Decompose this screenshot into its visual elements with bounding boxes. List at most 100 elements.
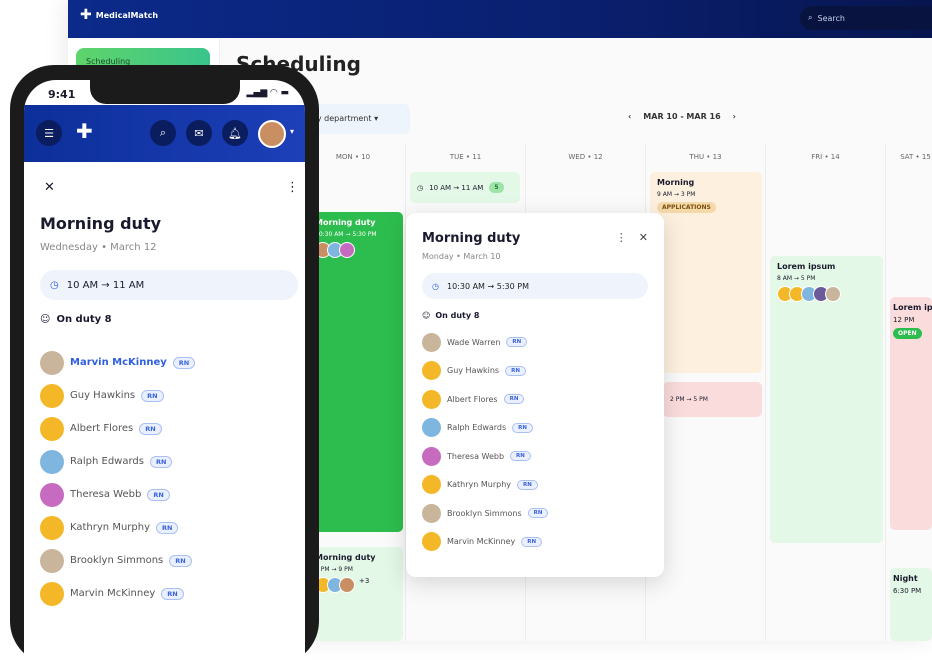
mail-icon[interactable]: ✉ [186,120,212,146]
column-divider [765,145,766,641]
status-icons: ▂▄▆ ◠ ▬ [246,88,289,98]
search-input[interactable]: ⌕ Search [800,6,932,30]
brand-name: MedicalMatch [95,10,159,20]
shift-time: 8 AM → 5 PM [777,275,816,282]
avatar [40,449,64,474]
list-item[interactable]: Guy Hawkins RN [40,379,300,412]
bell-icon[interactable]: 🔔︎ [222,120,248,146]
on-duty-header: ☺ On duty 8 [40,314,112,325]
person-name: Ralph Edwards [70,456,144,467]
shift-mon-second[interactable]: Morning duty 4 PM → 9 PM +3 [308,547,403,641]
avatar [40,548,64,573]
close-icon[interactable]: ✕ [44,180,55,195]
shift-date: Wednesday • March 12 [40,242,157,253]
list-item[interactable]: Marvin McKinney RN [40,346,300,379]
list-item[interactable]: Marvin McKinney RN [40,577,300,610]
avatar [422,503,441,523]
person-name: Guy Hawkins [447,366,500,376]
phone-header: ☰ ✚ ⌕ ✉ 🔔︎ ▾ [24,105,305,162]
next-week-button[interactable]: › [732,112,736,121]
person-name: Kathryn Murphy [70,522,150,533]
person-name: Theresa Webb [447,451,505,461]
time-range: ◷ 10:30 AM → 5:30 PM [422,273,648,299]
role-badge: RN [169,554,192,567]
close-icon[interactable]: ✕ [638,231,648,244]
avatar[interactable] [258,120,286,148]
clock-icon: ◷ [432,281,439,291]
list-item[interactable]: Kathryn Murphy RN [422,471,648,500]
more-options-icon[interactable]: ⋮ [615,231,627,244]
shift-title: Morning duty [315,553,376,562]
avatar-group [777,286,876,302]
shift-time: 10:30 AM → 5:30 PM [315,231,377,238]
search-icon: ⌕ [808,13,813,22]
avatar [422,389,441,409]
shift-title: Night [893,574,918,583]
applications-badge: APPLICATIONS [657,202,716,213]
person-name: Marvin McKinney [70,588,156,599]
date-range: MAR 10 - MAR 16 [643,112,721,121]
list-item[interactable]: Wade Warren RN [422,328,648,357]
avatar [422,475,441,495]
shift-fri[interactable]: Lorem ipsum 8 AM → 5 PM [770,256,883,543]
list-item[interactable]: Theresa Webb RN [422,442,648,471]
shift-mon-morning[interactable]: Morning duty 10:30 AM → 5:30 PM [308,212,403,532]
medical-cross-icon: ✚ [80,7,92,23]
person-name: Guy Hawkins [70,390,136,401]
shift-title: Morning duty [40,214,162,233]
list-item[interactable]: Marvin McKinney RN [422,528,648,557]
avatar [422,446,441,466]
time-range: ◷ 10 AM → 11 AM [40,270,298,300]
role-badge: RN [510,451,531,462]
shift-sat[interactable]: Lorem ipsum 12 PM OPEN [890,297,932,530]
shift-sat-night[interactable]: Night 6:30 PM [890,568,932,641]
role-badge: RN [512,422,534,433]
list-item[interactable]: Albert Flores RN [422,385,648,414]
status-time: 9:41 [48,88,76,101]
shift-time: 6:30 PM [893,587,922,595]
person-name: Wade Warren [447,337,501,347]
list-item[interactable]: Ralph Edwards RN [40,445,300,478]
time-range-text: 10 AM → 11 AM [66,279,145,291]
column-divider [885,145,886,641]
list-item[interactable]: Brooklyn Simmons RN [40,544,300,577]
shift-time: 2 PM → 5 PM [670,396,708,403]
day-header-tue: TUE • 11 [405,145,525,169]
shift-thu-afternoon[interactable]: 2 PM → 5 PM [663,382,762,417]
menu-icon[interactable]: ☰ [36,120,62,146]
avatar [825,286,841,302]
list-item[interactable]: Brooklyn Simmons RN [422,499,648,528]
avatar-group [315,242,396,258]
person-name: Ralph Edwards [447,423,507,433]
popup-date: Monday • March 10 [422,252,501,261]
list-item[interactable]: Albert Flores RN [40,412,300,445]
avatar [40,581,64,606]
brand-logo[interactable]: ✚ MedicalMatch [80,7,158,23]
avatar [422,332,441,352]
shift-tue[interactable]: ◷ 10 AM → 11 AM 5 [410,172,520,203]
more-options-icon[interactable]: ⋮ [286,180,299,195]
avatar [422,532,441,552]
list-item[interactable]: Kathryn Murphy RN [40,511,300,544]
avatar [422,361,441,381]
person-name: Albert Flores [447,394,498,404]
prev-week-button[interactable]: ‹ [628,112,632,121]
person-name: Kathryn Murphy [447,480,511,490]
avatar [339,577,355,593]
search-icon[interactable]: ⌕ [150,120,176,146]
time-range-text: 10:30 AM → 5:30 PM [446,281,529,291]
on-duty-label: On duty 8 [435,311,480,320]
role-badge: RN [517,479,538,490]
list-item[interactable]: Theresa Webb RN [40,478,300,511]
shift-thu-morning[interactable]: Morning 9 AM → 3 PM APPLICATIONS [650,172,762,373]
shift-detail-popup: Morning duty ⋮ ✕ Monday • March 10 ◷ 10:30… [406,213,664,577]
clock-icon: ◷ [50,279,59,291]
shift-title: Morning [657,178,695,187]
medical-cross-icon[interactable]: ✚ [76,119,93,143]
role-badge: RN [161,587,184,600]
day-header-wed: WED • 12 [525,145,645,169]
chevron-down-icon[interactable]: ▾ [290,127,295,136]
list-item[interactable]: Guy Hawkins RN [422,357,648,386]
popup-title: Morning duty [422,231,521,246]
list-item[interactable]: Ralph Edwards RN [422,414,648,443]
